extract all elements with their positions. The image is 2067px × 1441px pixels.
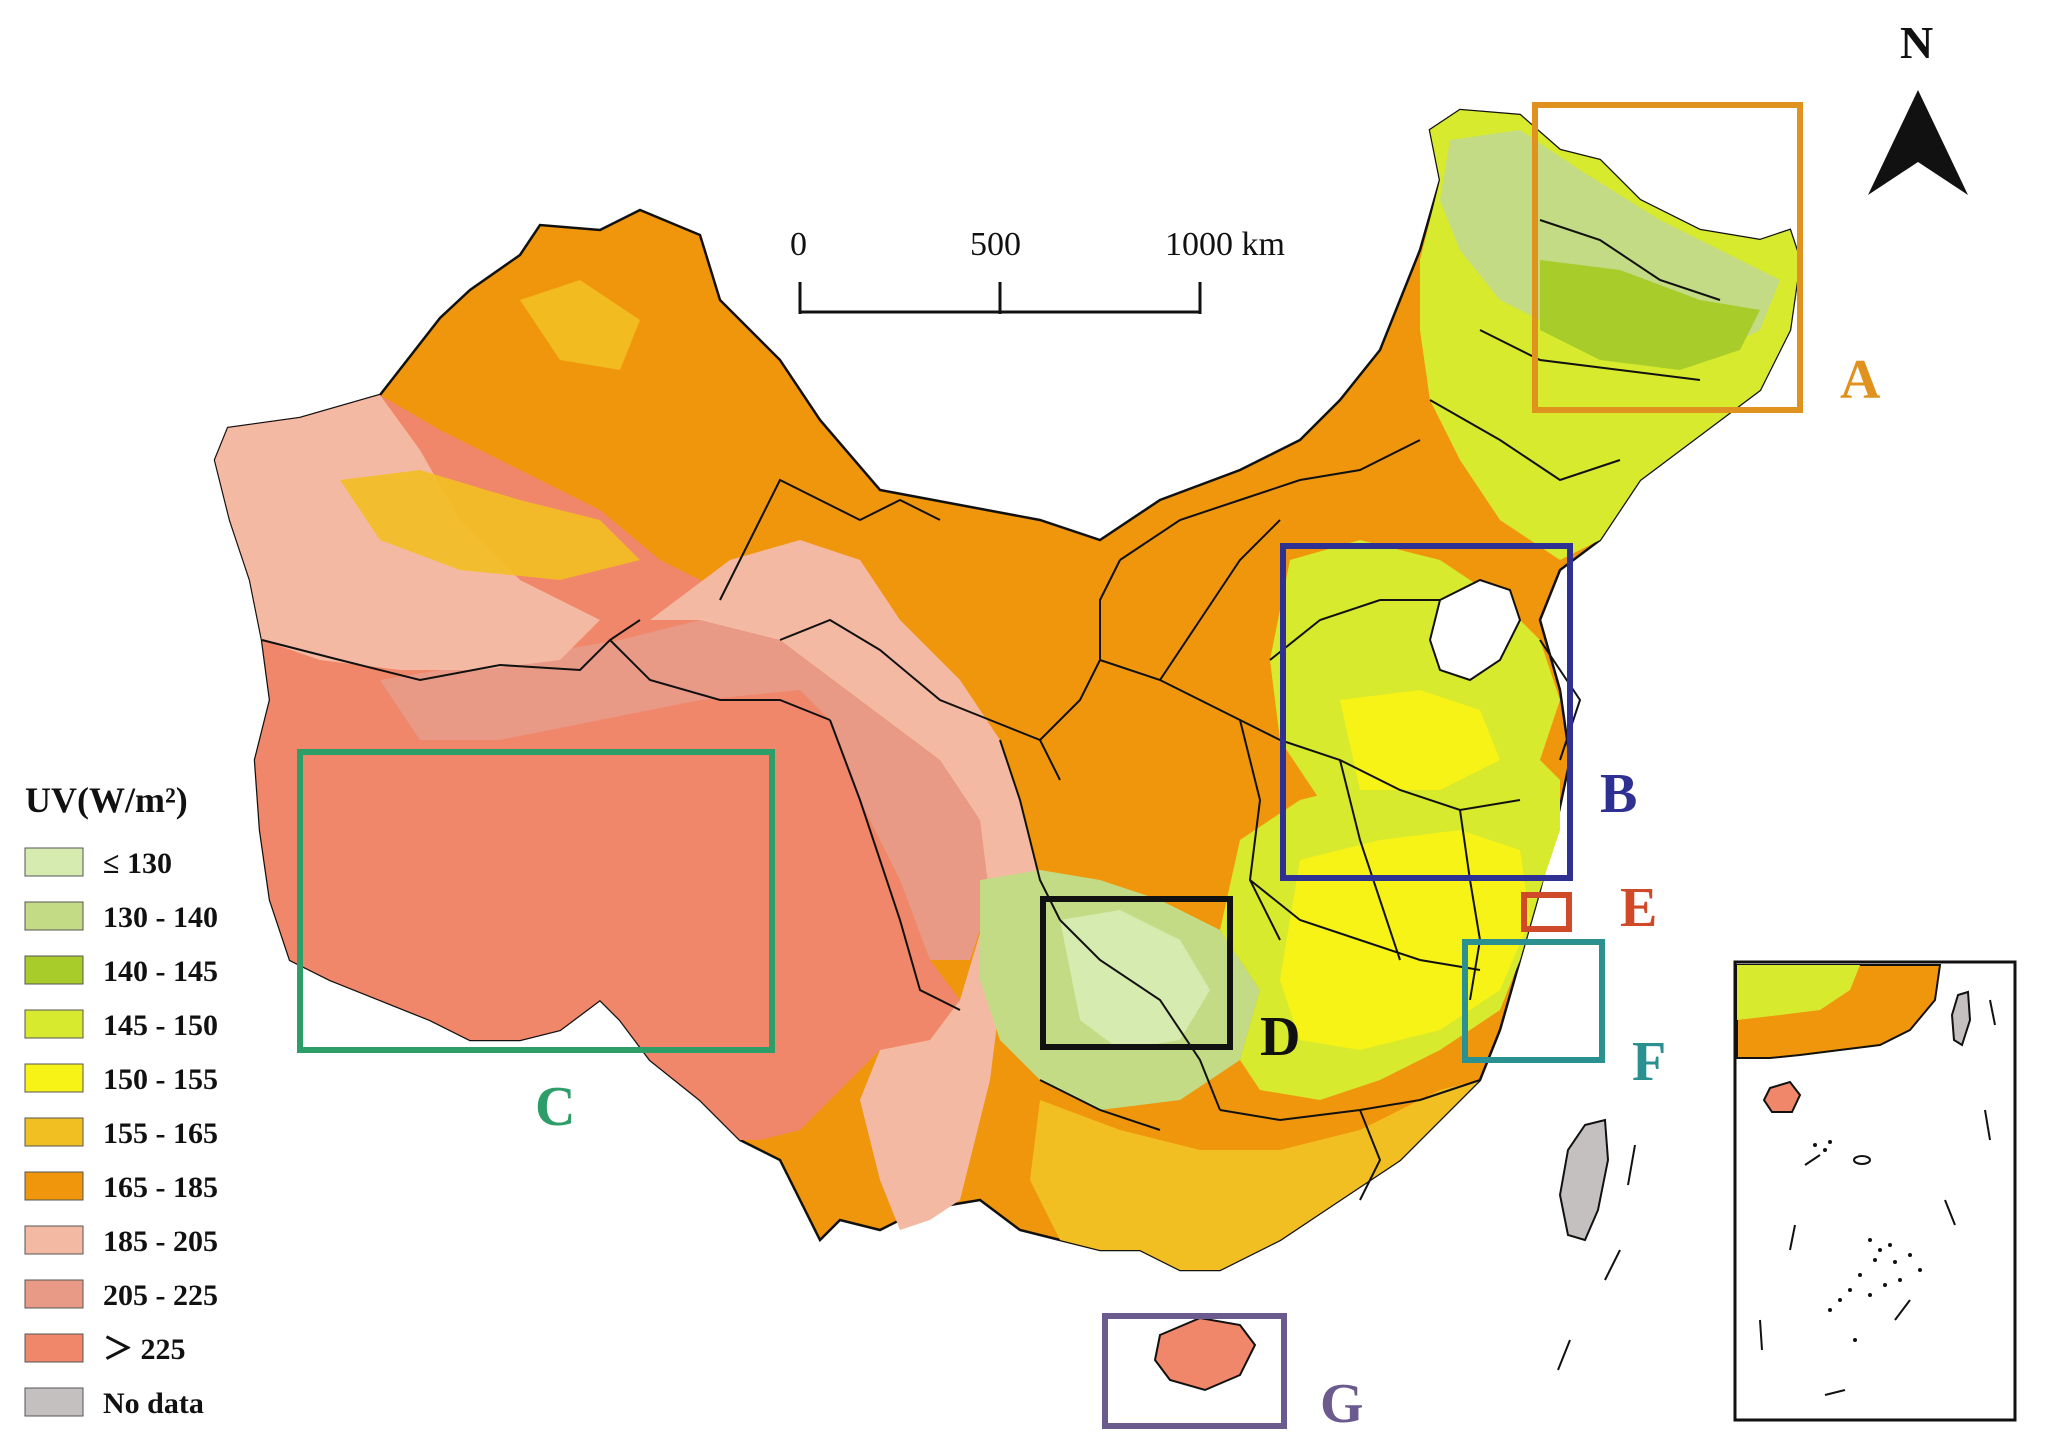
legend-label: No data [103,1387,204,1420]
south-china-sea-inset [1733,960,2017,1422]
legend-label: 150 - 155 [103,1063,218,1096]
scale-bar [798,282,1202,314]
study-area-label-g: G [1320,1373,1364,1435]
study-area-boxes [297,102,1803,1429]
qinghai-north-zone [650,540,1040,1230]
main-dashed-line [1557,1144,1636,1371]
taiwan-island [1558,1118,1610,1242]
bohai-sea [1428,578,1522,682]
scale-label-500: 500 [970,226,1021,263]
legend-swatch [24,1333,84,1363]
legend-label: ＞ 225 [103,1333,186,1366]
legend-swatch [24,1387,84,1417]
inset-taiwan [1950,990,1972,1047]
legend-label: 130 - 140 [103,901,218,934]
north-plain-yellow [1340,690,1500,790]
inset-mainland-yellow [1737,965,1860,1020]
legend-label: 145 - 150 [103,1009,218,1042]
legend-swatch [24,1117,84,1147]
northeast-deep-green [1540,260,1760,370]
inset-dashed-line [1759,999,1996,1396]
legend-label: 205 - 225 [103,1279,218,1312]
study-area-box-e [1521,892,1572,932]
legend-label: 140 - 145 [103,955,218,988]
junggar-patch [520,280,640,370]
study-area-box-f [1462,939,1605,1063]
legend-swatch [24,1225,84,1255]
legend-title: UV(W/m²) [25,780,188,820]
legend-label: ≤ 130 [103,847,172,880]
scale-label-0: 0 [790,226,807,263]
study-area-box-g [1102,1313,1287,1429]
legend: ≤ 130 130 - 140 140 - 145 145 - 150 150 - 15… [24,847,218,1420]
study-area-box-b [1280,543,1573,881]
legend-swatch [24,847,84,877]
legend-swatch [24,1171,84,1201]
inset-hainan [1762,1080,1802,1113]
inset-islands [1813,1140,1922,1342]
legend-label: 165 - 185 [103,1171,218,1204]
north-arrow-icon [1868,90,1968,195]
study-area-label-a: A [1840,349,1881,411]
study-area-label-e: E [1620,877,1657,939]
north-arrow-label: N [1900,17,1933,68]
legend-swatch [24,1279,84,1309]
study-area-labels: A B C D E F G [535,349,1881,1435]
tarim-patch [340,470,640,580]
sichuan-basin-core [1060,910,1210,1050]
legend-label: 155 - 165 [103,1117,218,1150]
study-area-box-c [297,749,775,1053]
legend-label: 185 - 205 [103,1225,218,1258]
legend-swatch [24,955,84,985]
study-area-label-f: F [1632,1031,1666,1093]
legend-swatch [24,901,84,931]
study-area-box-d [1040,896,1233,1050]
study-area-box-a [1532,102,1803,413]
legend-swatch [24,1063,84,1093]
scale-label-1000: 1000 km [1165,226,1285,263]
legend-swatch [24,1009,84,1039]
study-area-label-c: C [535,1076,575,1138]
province-boundaries [261,219,1721,1201]
study-area-label-d: D [1260,1006,1300,1068]
scale-bar-labels: 0 500 1000 km [790,226,1285,263]
study-area-label-b: B [1600,763,1637,825]
qinghai-zone [380,620,990,960]
hainan-island [1153,1316,1257,1392]
